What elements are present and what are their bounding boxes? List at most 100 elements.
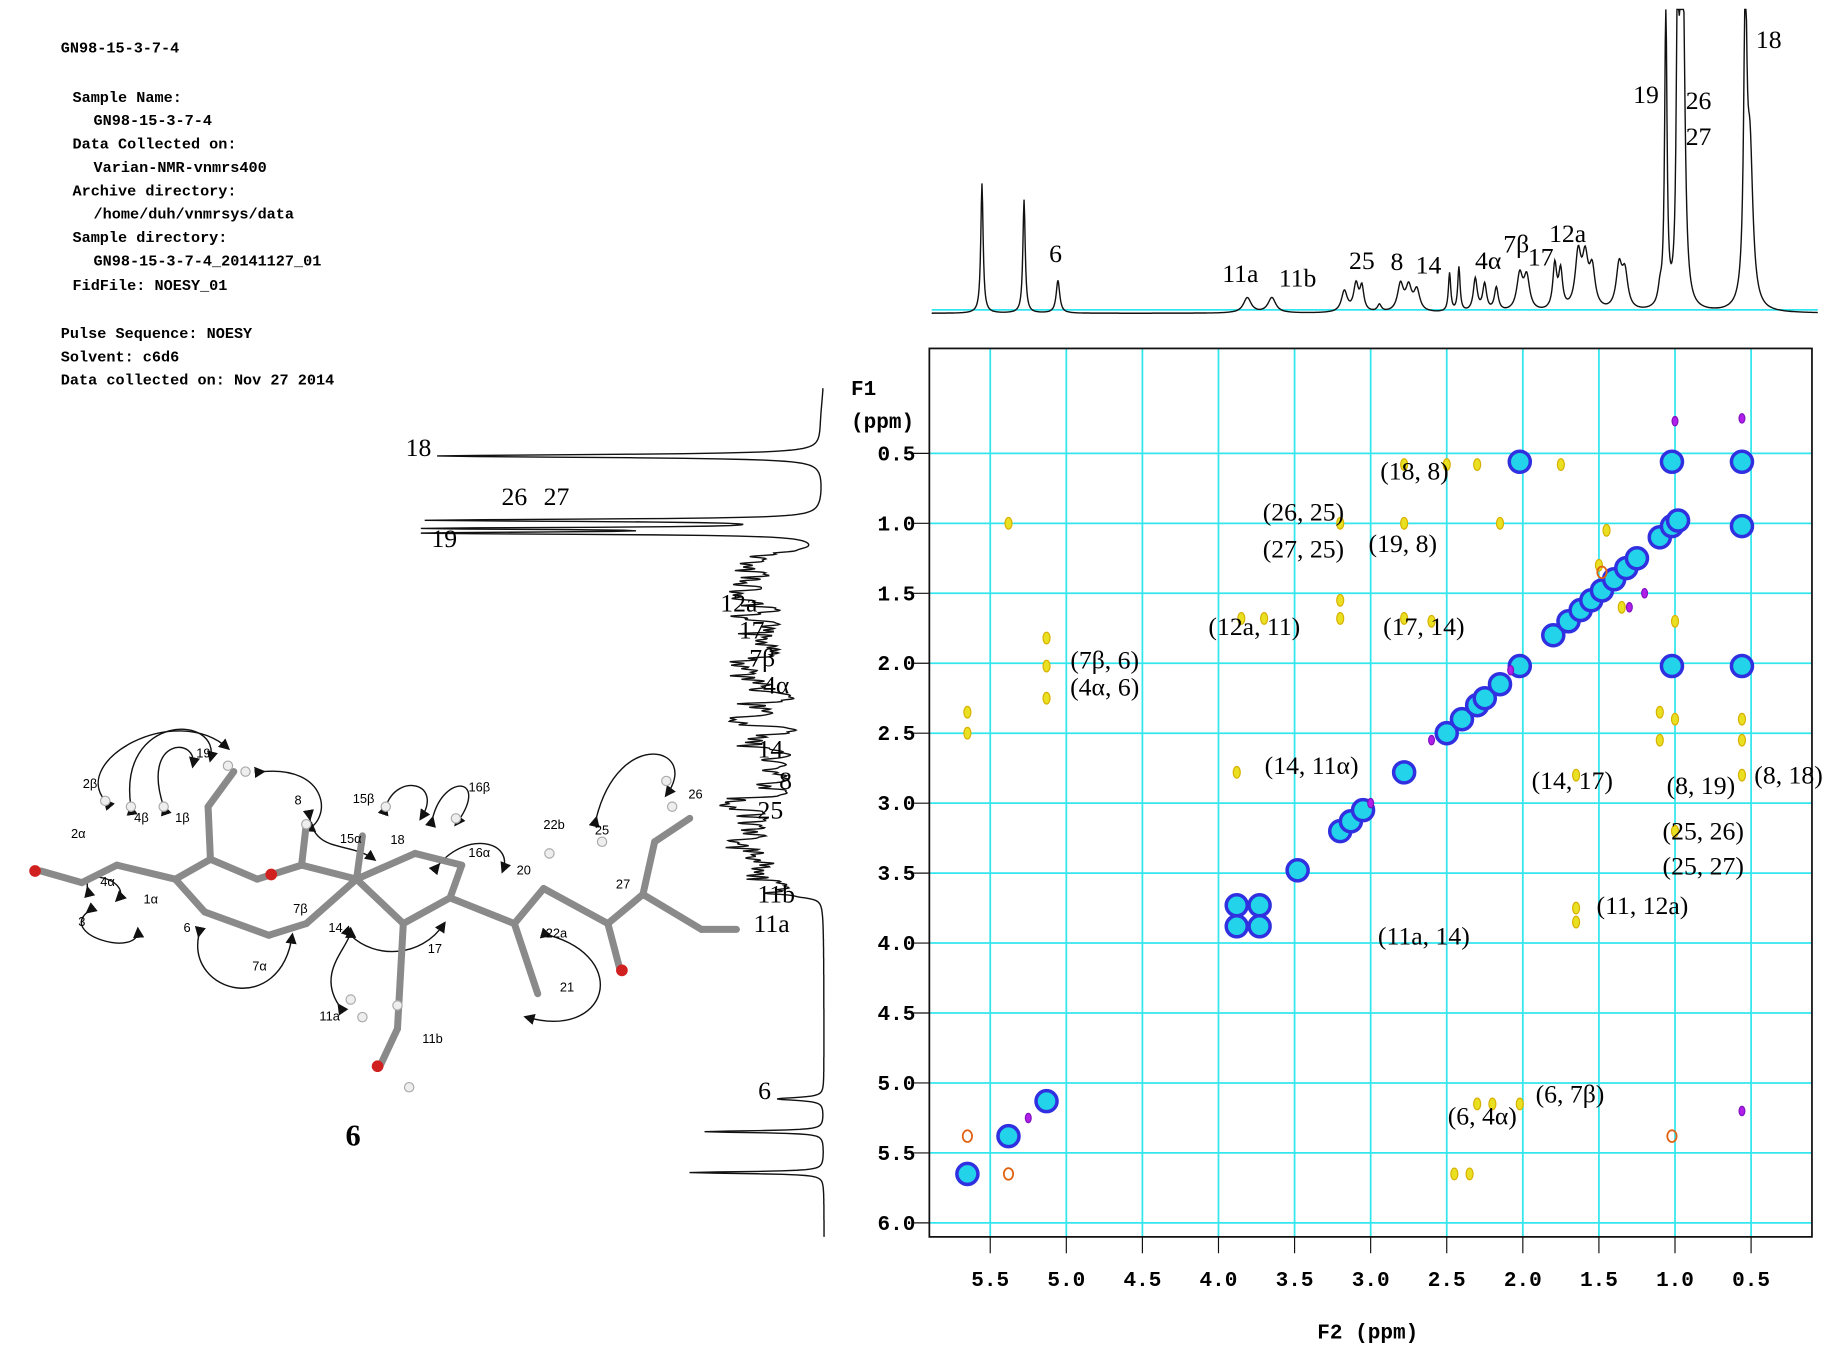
peak-label: 14	[1416, 251, 1442, 280]
annotation: (11a, 14)	[1378, 922, 1470, 951]
peak	[1042, 691, 1051, 705]
compound-label: 6	[345, 1119, 360, 1153]
atom-label: 21	[560, 979, 574, 994]
hydrogen	[158, 801, 169, 812]
metadata-line: Archive directory:	[72, 182, 236, 200]
arrow	[302, 809, 377, 861]
x-tick-label: 1.5	[1580, 1269, 1618, 1293]
peak	[1666, 1129, 1678, 1143]
annotation: (8, 18)	[1754, 760, 1823, 789]
x-tick-label: 4.0	[1200, 1269, 1238, 1293]
metadata-line: GN98-15-3-7-4_20141127_01	[94, 252, 322, 270]
annotation: (11, 12a)	[1597, 891, 1689, 920]
x-tick-label: 3.5	[1276, 1269, 1314, 1293]
atom-label: 1β	[175, 810, 190, 825]
peak	[1450, 1167, 1459, 1181]
annotation: (18, 8)	[1380, 456, 1449, 485]
peak	[1472, 685, 1498, 711]
bond	[113, 861, 179, 883]
y-axis-label: F1	[851, 378, 876, 402]
peak	[1655, 705, 1664, 719]
peak	[1507, 449, 1533, 475]
metadata-line: GN98-15-3-7-4	[61, 40, 179, 58]
peak-label: 11a	[1222, 259, 1259, 288]
noe-arrows	[80, 728, 676, 1025]
atom-label: 7β	[293, 901, 308, 916]
peak	[1625, 602, 1633, 613]
atom-label: 4α	[100, 874, 115, 889]
y-tick-label: 4.5	[877, 1003, 915, 1027]
peak	[963, 705, 972, 719]
peak	[1594, 558, 1604, 572]
noesy-plot: 5.5 5.0 4.5 4.0 3.5 3.0 2.5 2.0 1.5 1.0 0.5 0.5 1.0 1…	[851, 347, 1823, 1346]
peak	[1737, 712, 1747, 726]
metadata-line: Data Collected on:	[72, 136, 236, 154]
peak	[961, 1129, 973, 1143]
y-tick-label: 6.0	[877, 1213, 915, 1237]
peak	[1232, 765, 1241, 779]
peak	[1641, 588, 1649, 599]
atom-label: 26	[688, 786, 702, 801]
bond	[353, 832, 366, 883]
peak-label: 26	[1686, 86, 1712, 115]
peak	[1596, 565, 1608, 580]
atom-label: 27	[616, 877, 630, 892]
atom-label: 15β	[353, 791, 375, 806]
peak-label: 17	[739, 615, 765, 644]
hydrogen	[240, 766, 251, 777]
atom-label: 20	[517, 862, 531, 877]
bond	[298, 820, 310, 869]
peak-label: 27	[1686, 122, 1712, 151]
peak	[1224, 893, 1250, 918]
bond	[604, 890, 647, 928]
peak	[1473, 1097, 1482, 1111]
hydrogen	[222, 760, 234, 772]
arrow	[330, 926, 357, 1016]
atom-label: 1α	[144, 892, 159, 907]
peak-label: 26	[502, 482, 528, 511]
peak	[1624, 546, 1650, 571]
peak	[1602, 523, 1611, 537]
y-tick-label: 0.5	[877, 443, 915, 467]
x-tick-label: 5.5	[971, 1269, 1009, 1293]
x-tick-label: 5.0	[1047, 1269, 1085, 1293]
peak	[1336, 516, 1345, 530]
y-tick-label: 5.0	[877, 1073, 915, 1097]
peak-label: 8	[779, 766, 792, 795]
annotation: (25, 27)	[1663, 851, 1744, 880]
arrow	[80, 902, 145, 944]
bond	[639, 890, 705, 933]
bond	[446, 894, 518, 928]
atom-label: 18	[390, 832, 404, 847]
arrow	[588, 753, 676, 828]
oxygen	[371, 1060, 384, 1073]
peak	[1670, 614, 1680, 628]
bond	[399, 894, 454, 928]
peak	[1670, 824, 1680, 838]
atom-label: 25	[595, 823, 609, 838]
peak	[1042, 659, 1051, 673]
atom-label: 2β	[83, 776, 98, 791]
peak-label: 14	[758, 735, 784, 764]
metadata-line: /home/duh/vnmrsys/data	[94, 206, 295, 224]
atom-label: 7α	[252, 958, 267, 973]
arrow	[377, 784, 431, 821]
atom-label: 22a	[546, 926, 568, 941]
bond	[651, 814, 694, 846]
peak	[1515, 1097, 1524, 1111]
peak	[1556, 458, 1565, 471]
peak	[1659, 449, 1685, 475]
atom-label: 3	[78, 914, 85, 929]
peak	[1400, 458, 1409, 471]
y-axis-unit: (ppm)	[851, 411, 914, 435]
peak	[1434, 720, 1460, 746]
peak	[1729, 653, 1755, 679]
peak-label: 7β	[749, 643, 775, 672]
peak	[1495, 516, 1505, 530]
hydrogen	[661, 775, 672, 787]
annotation: (12a, 11)	[1208, 612, 1300, 641]
hydrogen	[544, 848, 555, 859]
atom-label: 17	[428, 941, 442, 956]
y-tick-label: 5.5	[877, 1143, 915, 1167]
